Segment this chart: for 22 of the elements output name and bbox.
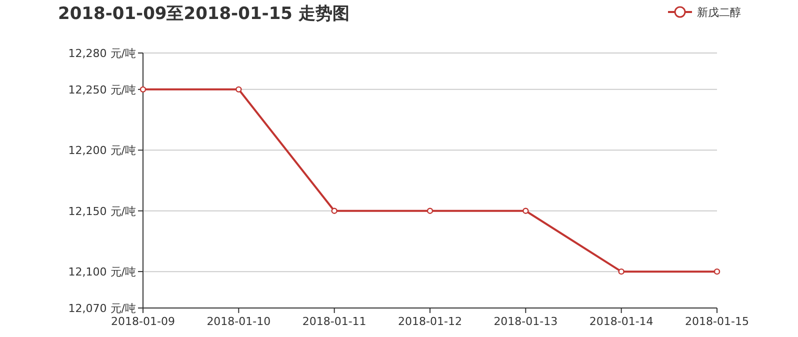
x-tick-label: 2018-01-13 (494, 315, 558, 328)
y-tick-label: 12,100 元/吨 (68, 266, 136, 279)
y-tick-label: 12,070 元/吨 (68, 302, 136, 315)
point (522, 208, 529, 214)
point (140, 86, 146, 93)
chart-title: 2018-01-09至2018-01-15 走势图 (58, 4, 350, 24)
point (714, 268, 720, 275)
point (426, 208, 434, 214)
y-tick-label: 12,150 元/吨 (68, 204, 136, 218)
x-tick-label: 2018-01-12 (398, 315, 462, 328)
x-tick-label: 2018-01-10 (206, 315, 271, 328)
y-tick-label: 12,200 元/吨 (68, 144, 136, 158)
x-tick-label: 2018-01-11 (302, 315, 366, 328)
y-tick-label: 12,280 元/吨 (68, 47, 136, 60)
x-tick-label: 2018-01-09 (111, 315, 175, 328)
point (236, 86, 242, 93)
point (331, 208, 338, 214)
x-tick-label: 2018-01-14 (589, 315, 654, 328)
legend-label: 新戊二醇 (697, 6, 741, 19)
y-tick-label: 12,250 元/吨 (68, 83, 136, 96)
x-tick-label: 2018-01-15 (685, 315, 749, 328)
point (618, 268, 624, 275)
